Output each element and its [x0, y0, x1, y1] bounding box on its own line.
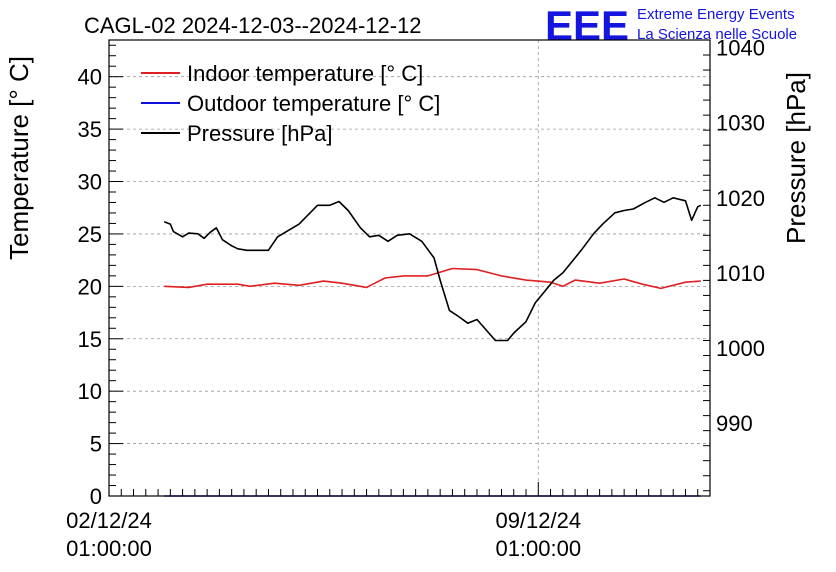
y-left-tick-label: 0	[90, 484, 102, 509]
x-tick-label-time: 01:00:00	[495, 536, 581, 561]
y-left-tick-label: 20	[78, 274, 102, 299]
y-right-tick-label: 1020	[716, 186, 765, 211]
y-right-tick-label: 1000	[716, 336, 765, 361]
x-tick-label-date: 02/12/24	[66, 508, 152, 533]
plot-frame	[108, 39, 711, 497]
y-left-tick-label: 10	[78, 379, 102, 404]
y-left-tick-label: 40	[78, 65, 102, 90]
y-right-tick-label: 1030	[716, 111, 765, 136]
x-tick-label-date: 09/12/24	[495, 508, 581, 533]
y-right-tick-label: 1010	[716, 261, 765, 286]
x-tick-label-time: 01:00:00	[66, 536, 152, 561]
series-line-indoor-temperature-c	[164, 267, 701, 290]
chart-title: CAGL-02 2024-12-03--2024-12-12	[84, 13, 422, 38]
eee-logo-mark: EEE	[545, 2, 629, 49]
y-left-tick-label: 30	[78, 170, 102, 195]
eee-logo: EEE Extreme Energy Events La Scienza nel…	[545, 2, 797, 49]
y-left-tick-label: 25	[78, 222, 102, 247]
series-line-pressure-hpa	[163, 197, 702, 342]
y-left-tick-label: 35	[78, 117, 102, 142]
right-axis: 990 1000 1010 1020 1030 1040	[703, 36, 765, 492]
left-axis: 0 5 10 15 20 25 30 35 40	[78, 44, 123, 509]
y-left-tick-label: 5	[90, 432, 102, 457]
legend-label: Pressure [hPa]	[187, 121, 333, 146]
y-left-tick-label: 15	[78, 327, 102, 352]
x-axis: 02/12/24 01:00:00 09/12/24 01:00:00	[66, 482, 711, 561]
legend-label: Indoor temperature [° C]	[187, 61, 423, 86]
legend-label: Outdoor temperature [° C]	[187, 91, 440, 116]
y-right-tick-label: 990	[716, 411, 753, 436]
grid	[109, 40, 710, 496]
y-right-tick-label: 1040	[716, 36, 765, 61]
legend: Indoor temperature [° C] Outdoor temperat…	[141, 61, 440, 146]
logo-caption-line2: La Scienza nelle Scuole	[637, 26, 797, 43]
y-axis-right-label: Pressure [hPa]	[781, 72, 811, 244]
y-axis-left-label: Temperature [° C]	[4, 56, 34, 260]
logo-caption-line1: Extreme Energy Events	[637, 6, 795, 23]
